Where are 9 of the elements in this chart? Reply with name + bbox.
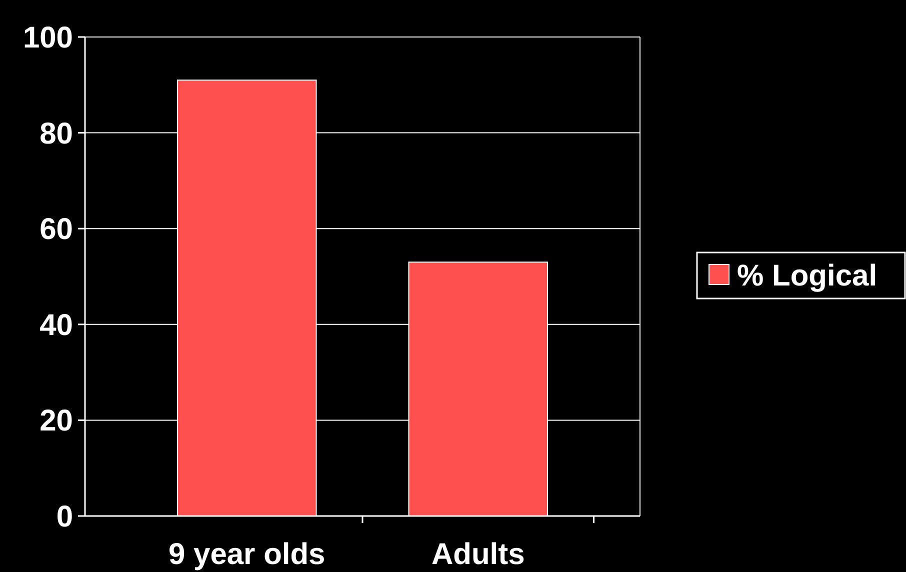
y-tick-label: 40 xyxy=(40,308,73,342)
y-tick-label: 20 xyxy=(40,404,73,438)
y-tick-label: 80 xyxy=(40,117,73,150)
legend-label: % Logical xyxy=(737,259,878,292)
x-tick-label: 9 year olds xyxy=(168,538,326,571)
y-tick-label: 0 xyxy=(56,500,73,534)
x-tick-label: Adults xyxy=(431,538,525,571)
y-tick-label: 60 xyxy=(40,213,73,246)
y-tick-label: 100 xyxy=(22,22,73,54)
